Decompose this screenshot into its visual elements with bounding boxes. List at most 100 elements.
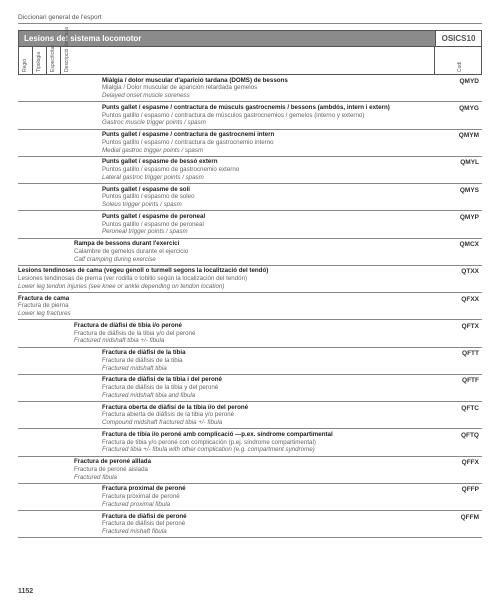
entry-text: Fractura de diàfisi de peronéFractura de… (102, 513, 436, 536)
entry-code: QFTQ (436, 431, 482, 454)
entry-es: Puntos gatillo / espasmo / contractura d… (102, 139, 432, 147)
entry-text: Fractura de peroné aïlladaFractura de pe… (74, 458, 436, 481)
column-headers: Regió Tipologia Especificitat Descripció… (18, 47, 482, 75)
entry-code: QFTF (436, 376, 482, 399)
entry-ca: Punts gallet / espasme de soli (102, 186, 432, 194)
entry-indent (18, 322, 74, 345)
entry-code: QTXX (436, 267, 482, 290)
entry-ca: Fractura proximal de peroné (102, 485, 432, 493)
entry-row: Fractura de diàfisi de la tíbiaFractura … (18, 348, 482, 375)
entry-code: QMYS (436, 186, 482, 209)
entry-ca: Fractura de diàfisi de tíbia i/o peroné (74, 322, 432, 330)
entry-code: QFTT (436, 349, 482, 372)
title-bar: Lesions del sistema locomotor OSICS10 (18, 30, 482, 47)
col-especificitat: Especificitat (47, 47, 61, 74)
entry-indent (18, 104, 102, 127)
entry-code: QMYG (436, 104, 482, 127)
entry-en: Medial gastroc trigger points / spasm (102, 147, 432, 155)
entry-text: Fractura de diàfisi de tíbia i/o peronéF… (74, 322, 436, 345)
entry-en: Lower leg fractures (18, 310, 432, 318)
entry-ca: Fractura de diàfisi de la tíbia i del pe… (102, 376, 432, 384)
entry-es: Fractura de diáfisis del peroné (102, 520, 432, 528)
entry-indent (18, 376, 102, 399)
entry-row: Rampa de bessons durant l'exerciciCalamb… (18, 239, 482, 266)
entry-en: Soleus trigger points / spasm (102, 201, 432, 209)
entry-ca: Fractura de diàfisi de peroné (102, 513, 432, 521)
entry-en: Peroneal trigger points / spasm (102, 228, 432, 236)
entry-row: Fractura oberta de diàfisi de la tíbia i… (18, 402, 482, 429)
entry-indent (18, 404, 102, 427)
entry-code: QMYP (436, 213, 482, 236)
entry-code: QFFX (436, 458, 482, 481)
entry-ca: Lesions tendinoses de cama (vegeu genoll… (18, 267, 432, 275)
entry-en: Compound midshaft fractured tibia +/- fi… (102, 419, 432, 427)
entry-code: QMYD (436, 77, 482, 100)
entry-row: Fractura de diàfisi de peronéFractura de… (18, 511, 482, 538)
entry-es: Puntos gatillo / espasmo de soleo (102, 193, 432, 201)
entry-ca: Punts gallet / espasme / contractura de … (102, 104, 432, 112)
entry-ca: Punts gallet / espasme de peroneal (102, 213, 432, 221)
entry-row: Lesions tendinoses de cama (vegeu genoll… (18, 266, 482, 293)
entry-row: Miàlgia / dolor muscular d'aparició tard… (18, 75, 482, 102)
code-system: OSICS10 (435, 31, 481, 46)
entry-en: Fractured fibula (74, 474, 432, 482)
entry-indent (18, 131, 102, 154)
entry-es: Puntos gatillo / espasmo / contractura d… (102, 112, 432, 120)
document-header: Diccionari general de l'esport (18, 14, 482, 24)
entry-row: Fractura proximal de peronéFractura prox… (18, 484, 482, 511)
entry-code: QMCX (436, 240, 482, 263)
entry-ca: Punts gallet / espasme de bessó extern (102, 158, 432, 166)
entry-ca: Miàlgia / dolor muscular d'aparició tard… (102, 77, 432, 85)
entry-text: Punts gallet / espasme de bessó externPu… (102, 158, 436, 181)
entry-es: Lesiones tendinosas de pierna (ver rodil… (18, 275, 432, 283)
entry-text: Lesions tendinoses de cama (vegeu genoll… (18, 267, 436, 290)
entry-text: Fractura proximal de peronéFractura prox… (102, 485, 436, 508)
entry-text: Fractura de camaFractura de piernaLower … (18, 295, 436, 318)
entry-row: Punts gallet / espasme / contractura de … (18, 102, 482, 129)
entry-es: Fractura de pierna (18, 302, 432, 310)
entry-es: Puntos gatillo / espasmo de peroneal (102, 221, 432, 229)
entry-ca: Punts gallet / espasme / contractura de … (102, 131, 432, 139)
entry-row: Punts gallet / espasme de bessó externPu… (18, 157, 482, 184)
entry-text: Miàlgia / dolor muscular d'aparició tard… (102, 77, 436, 100)
entry-code: QMYL (436, 158, 482, 181)
entries-list: Miàlgia / dolor muscular d'aparició tard… (18, 75, 482, 538)
entry-indent (18, 213, 102, 236)
entry-es: Fractura de diáfisis de la tibia (102, 357, 432, 365)
entry-en: Gastroc muscle trigger points / spasm (102, 119, 432, 127)
entry-en: Fractured proximal fibula (102, 501, 432, 509)
entry-ca: Fractura de cama (18, 295, 432, 303)
entry-text: Punts gallet / espasme / contractura de … (102, 131, 436, 154)
entry-indent (18, 158, 102, 181)
entry-en: Delayed onset muscle soreness (102, 92, 432, 100)
entry-text: Fractura de tíbia i/o peroné amb complic… (102, 431, 436, 454)
section-title: Lesions del sistema locomotor (19, 31, 435, 46)
entry-code: QMYM (436, 131, 482, 154)
entry-code: QFFM (436, 513, 482, 536)
entry-indent (18, 513, 102, 536)
entry-es: Fractura abierta de diáfisis de la tibia… (102, 411, 432, 419)
entry-text: Fractura de diàfisi de la tíbiaFractura … (102, 349, 436, 372)
entry-indent (18, 240, 74, 263)
entry-en: Fractured midshaft tibia +/- fibula (74, 337, 432, 345)
entry-en: Fractured midshaft tibia and fibula (102, 392, 432, 400)
entry-en: Lateral gastroc trigger points / spasm (102, 174, 432, 182)
entry-es: Fractura de diáfisis de la tibia y/o del… (74, 330, 432, 338)
entry-en: Lower leg tendon injuries (see knee or a… (18, 283, 432, 291)
entry-indent (18, 431, 102, 454)
entry-code: QFTX (436, 322, 482, 345)
entry-code: QFTC (436, 404, 482, 427)
entry-row: Punts gallet / espasme de peronealPuntos… (18, 211, 482, 238)
entry-en: Calf cramping during exercise (74, 256, 432, 264)
entry-indent (18, 485, 102, 508)
entry-row: Punts gallet / espasme / contractura de … (18, 130, 482, 157)
entry-es: Mialgia / Dolor muscular de aparición re… (102, 84, 432, 92)
entry-ca: Fractura de peroné aïllada (74, 458, 432, 466)
entry-indent (18, 458, 74, 481)
entry-text: Fractura de diàfisi de la tíbia i del pe… (102, 376, 436, 399)
entry-ca: Rampa de bessons durant l'exercici (74, 240, 432, 248)
entry-row: Fractura de camaFractura de piernaLower … (18, 293, 482, 320)
entry-text: Punts gallet / espasme de soliPuntos gat… (102, 186, 436, 209)
entry-es: Calambre de gemelos durante el ejercicio (74, 248, 432, 256)
entry-ca: Fractura de tíbia i/o peroné amb complic… (102, 431, 432, 439)
